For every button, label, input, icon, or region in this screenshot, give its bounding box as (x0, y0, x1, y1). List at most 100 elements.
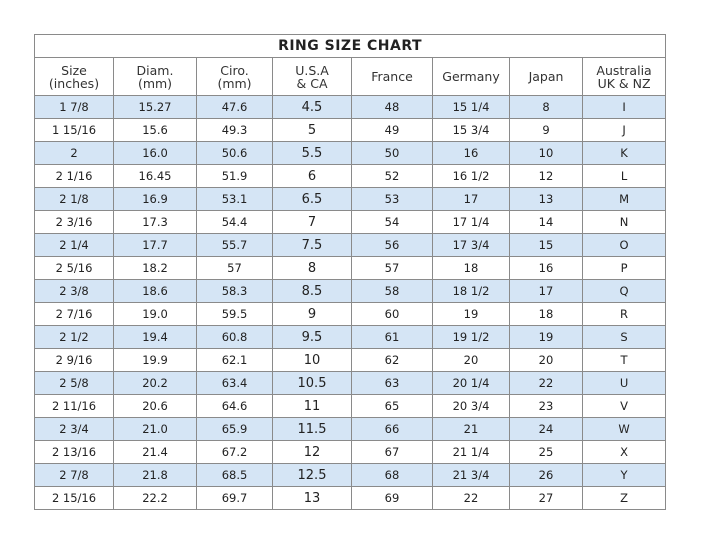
cell-france: 67 (351, 440, 433, 464)
header-line: (mm) (217, 75, 252, 91)
cell-size-inches: 2 5/8 (34, 371, 114, 395)
cell-diameter-mm: 20.6 (113, 394, 197, 418)
cell-germany: 21 3/4 (432, 463, 510, 487)
cell-france: 48 (351, 95, 433, 119)
cell-germany: 21 (432, 417, 510, 441)
cell-diameter-mm: 15.27 (113, 95, 197, 119)
cell-usa-ca: 5.5 (272, 141, 352, 165)
ring-size-chart: RING SIZE CHART Size (inches) Diam. (mm) Cir… (33, 34, 667, 510)
cell-diameter-mm: 21.0 (113, 417, 197, 441)
cell-circumference-mm: 68.5 (196, 463, 273, 487)
cell-size-inches: 1 15/16 (34, 118, 114, 142)
cell-diameter-mm: 15.6 (113, 118, 197, 142)
cell-france: 52 (351, 164, 433, 188)
cell-circumference-mm: 59.5 (196, 302, 273, 326)
table-row: 2 3/4 21.0 65.9 11.5 66 21 24 W (34, 417, 667, 441)
table-row: 2 16.0 50.6 5.5 50 16 10 K (34, 141, 667, 165)
cell-circumference-mm: 51.9 (196, 164, 273, 188)
cell-circumference-mm: 47.6 (196, 95, 273, 119)
cell-germany: 20 1/4 (432, 371, 510, 395)
cell-size-inches: 2 5/16 (34, 256, 114, 280)
cell-germany: 22 (432, 486, 510, 510)
cell-germany: 18 (432, 256, 510, 280)
cell-france: 58 (351, 279, 433, 303)
cell-usa-ca: 11.5 (272, 417, 352, 441)
cell-diameter-mm: 18.2 (113, 256, 197, 280)
cell-usa-ca: 12 (272, 440, 352, 464)
cell-usa-ca: 12.5 (272, 463, 352, 487)
cell-usa-ca: 8 (272, 256, 352, 280)
cell-germany: 20 3/4 (432, 394, 510, 418)
header-line: & CA (296, 75, 328, 91)
column-header-size-inches: Size (inches) (34, 57, 114, 96)
table-row: 2 1/8 16.9 53.1 6.5 53 17 13 M (34, 187, 667, 211)
cell-circumference-mm: 60.8 (196, 325, 273, 349)
header-line: Diam. (136, 62, 174, 78)
cell-germany: 20 (432, 348, 510, 372)
column-header-circumference-mm: Ciro. (mm) (196, 57, 273, 96)
cell-circumference-mm: 58.3 (196, 279, 273, 303)
cell-circumference-mm: 64.6 (196, 394, 273, 418)
cell-usa-ca: 7 (272, 210, 352, 234)
cell-circumference-mm: 50.6 (196, 141, 273, 165)
cell-japan: 15 (509, 233, 583, 257)
cell-circumference-mm: 65.9 (196, 417, 273, 441)
cell-japan: 18 (509, 302, 583, 326)
cell-france: 61 (351, 325, 433, 349)
table-row: 2 13/16 21.4 67.2 12 67 21 1/4 25 X (34, 440, 667, 464)
header-line: France (371, 69, 413, 84)
cell-japan: 13 (509, 187, 583, 211)
cell-japan: 14 (509, 210, 583, 234)
cell-diameter-mm: 21.8 (113, 463, 197, 487)
cell-usa-ca: 8.5 (272, 279, 352, 303)
cell-diameter-mm: 21.4 (113, 440, 197, 464)
table-row: 2 1/16 16.45 51.9 6 52 16 1/2 12 L (34, 164, 667, 188)
cell-usa-ca: 4.5 (272, 95, 352, 119)
cell-australia-uk-nz: I (581, 95, 667, 119)
table-row: 2 11/16 20.6 64.6 11 65 20 3/4 23 V (34, 394, 667, 418)
cell-japan: 22 (509, 371, 583, 395)
table-row: 2 1/2 19.4 60.8 9.5 61 19 1/2 19 S (34, 325, 667, 349)
cell-size-inches: 2 9/16 (34, 348, 114, 372)
cell-japan: 17 (509, 279, 583, 303)
cell-australia-uk-nz: M (581, 187, 667, 211)
cell-size-inches: 1 7/8 (34, 95, 114, 119)
cell-australia-uk-nz: V (581, 394, 667, 418)
cell-france: 68 (351, 463, 433, 487)
cell-usa-ca: 9 (272, 302, 352, 326)
header-line: Australia (596, 62, 652, 78)
cell-australia-uk-nz: T (581, 348, 667, 372)
cell-france: 57 (351, 256, 433, 280)
cell-diameter-mm: 16.45 (113, 164, 197, 188)
cell-size-inches: 2 11/16 (34, 394, 114, 418)
cell-france: 69 (351, 486, 433, 510)
cell-japan: 9 (509, 118, 583, 142)
cell-japan: 27 (509, 486, 583, 510)
cell-australia-uk-nz: Q (581, 279, 667, 303)
table-row: 2 5/16 18.2 57 8 57 18 16 P (34, 256, 667, 280)
cell-circumference-mm: 57 (196, 256, 273, 280)
cell-germany: 15 3/4 (432, 118, 510, 142)
cell-circumference-mm: 67.2 (196, 440, 273, 464)
cell-france: 49 (351, 118, 433, 142)
cell-size-inches: 2 7/8 (34, 463, 114, 487)
table-row: 2 5/8 20.2 63.4 10.5 63 20 1/4 22 U (34, 371, 667, 395)
cell-size-inches: 2 (34, 141, 114, 165)
cell-diameter-mm: 19.0 (113, 302, 197, 326)
cell-australia-uk-nz: N (581, 210, 667, 234)
cell-size-inches: 2 1/4 (34, 233, 114, 257)
cell-germany: 15 1/4 (432, 95, 510, 119)
cell-circumference-mm: 54.4 (196, 210, 273, 234)
cell-germany: 17 1/4 (432, 210, 510, 234)
cell-japan: 16 (509, 256, 583, 280)
cell-size-inches: 2 1/8 (34, 187, 114, 211)
cell-usa-ca: 6.5 (272, 187, 352, 211)
table-row: 2 1/4 17.7 55.7 7.5 56 17 3/4 15 O (34, 233, 667, 257)
cell-size-inches: 2 13/16 (34, 440, 114, 464)
cell-france: 54 (351, 210, 433, 234)
cell-australia-uk-nz: X (581, 440, 667, 464)
cell-circumference-mm: 55.7 (196, 233, 273, 257)
cell-diameter-mm: 19.9 (113, 348, 197, 372)
cell-australia-uk-nz: S (581, 325, 667, 349)
cell-size-inches: 2 1/16 (34, 164, 114, 188)
